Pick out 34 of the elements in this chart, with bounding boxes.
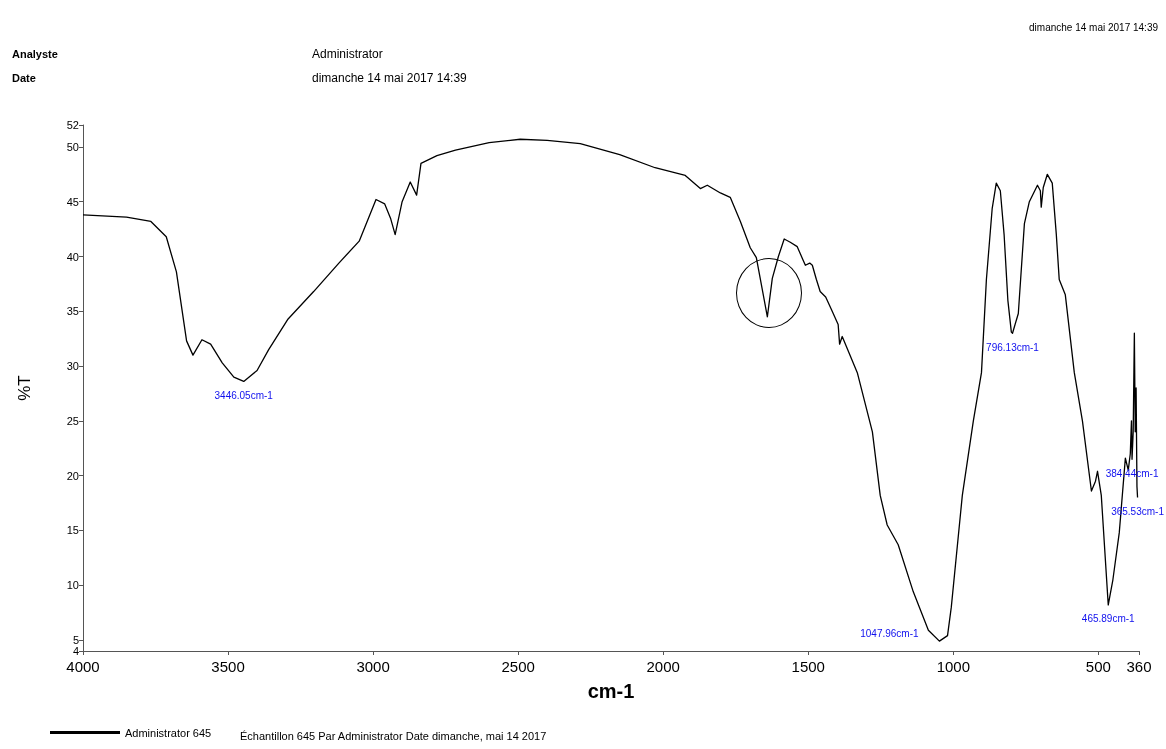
x-tick-label: 1500 bbox=[791, 658, 825, 675]
x-tick-label: 4000 bbox=[66, 658, 100, 675]
y-tick-label: 4 bbox=[72, 645, 79, 657]
text: Échantillon 645 Par Administrator Date dimanche, mai 14 2017 bbox=[240, 729, 547, 742]
y-tick-label: 35 bbox=[66, 305, 79, 318]
text: Administrator 645 bbox=[125, 726, 212, 739]
annotation: 3446.05cm-1 bbox=[214, 389, 274, 401]
y-tick-label: 50 bbox=[66, 140, 79, 153]
text: Analyste bbox=[12, 47, 58, 60]
y-tick-label: 15 bbox=[66, 524, 79, 537]
y-tick-label: 45 bbox=[66, 195, 79, 208]
y-axis-title: %T bbox=[15, 375, 34, 401]
annotation: 1047.96cm-1 bbox=[860, 627, 920, 639]
text: Administrator bbox=[312, 47, 383, 61]
x-tick-label: 2500 bbox=[501, 658, 535, 675]
y-tick-label: 5 bbox=[72, 634, 79, 647]
text: dimanche 14 mai 2017 14:39 bbox=[312, 71, 468, 85]
annotation: 465.89cm-1 bbox=[1081, 613, 1136, 625]
text: Date bbox=[12, 71, 36, 84]
x-tick-label: 1000 bbox=[936, 658, 971, 675]
y-tick-label: 25 bbox=[66, 414, 79, 427]
x-tick-label: 360 bbox=[1126, 658, 1152, 675]
y-tick-label: 40 bbox=[66, 250, 79, 263]
y-tick-label: 10 bbox=[66, 579, 79, 592]
x-axis-title: cm-1 bbox=[587, 680, 635, 702]
x-tick-label: 2000 bbox=[646, 658, 680, 675]
annotation: 796.13cm-1 bbox=[986, 341, 1040, 353]
y-tick-label: 30 bbox=[66, 360, 79, 373]
x-tick-label: 500 bbox=[1085, 658, 1111, 675]
x-tick-label: 3000 bbox=[356, 658, 390, 675]
x-tick-label: 3500 bbox=[211, 658, 245, 675]
y-tick-label: 20 bbox=[66, 469, 79, 482]
y-tick-label: 52 bbox=[66, 119, 79, 131]
text: dimanche 14 mai 2017 14:39 bbox=[1029, 21, 1159, 33]
